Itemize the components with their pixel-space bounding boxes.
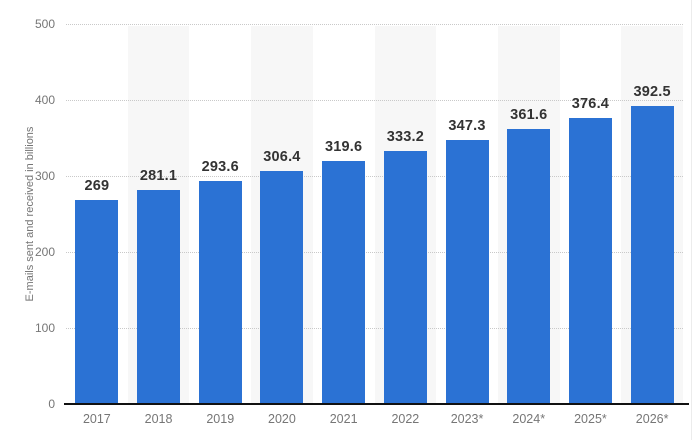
bar-2023*[interactable] xyxy=(445,140,489,404)
x-tick-label: 2026* xyxy=(635,412,669,426)
value-label: 333.2 xyxy=(386,128,424,145)
y-tick-label: 0 xyxy=(48,397,55,411)
bar-2020[interactable] xyxy=(260,171,304,404)
x-tick-label: 2017 xyxy=(82,412,111,426)
gridline-100 xyxy=(66,328,683,329)
y-axis-title: E-mails sent and received in billions xyxy=(24,126,36,302)
y-tick-label: 100 xyxy=(34,321,55,335)
gridline-400 xyxy=(66,100,683,101)
y-tick-label: 500 xyxy=(34,17,55,31)
page-edge xyxy=(691,0,692,440)
gridline-500 xyxy=(66,24,683,25)
bar-2021[interactable] xyxy=(322,161,366,404)
value-label: 319.6 xyxy=(324,139,363,156)
bar-2024*[interactable] xyxy=(507,129,551,404)
y-tick-label: 300 xyxy=(34,169,55,183)
bar-2017[interactable] xyxy=(75,199,119,404)
bar-2019[interactable] xyxy=(198,180,242,404)
value-label: 392.5 xyxy=(633,83,671,100)
gridline-200 xyxy=(66,252,683,253)
x-axis-line xyxy=(64,403,689,405)
x-tick-label: 2019 xyxy=(206,412,235,426)
value-label: 306.4 xyxy=(263,149,301,166)
value-label: 293.6 xyxy=(201,158,239,175)
bar-2025*[interactable] xyxy=(568,117,612,404)
x-tick-label: 2022 xyxy=(391,412,420,426)
x-tick-label: 2023* xyxy=(450,412,484,426)
y-tick-label: 200 xyxy=(34,245,55,259)
bar-2022[interactable] xyxy=(383,150,427,404)
value-label: 361.6 xyxy=(510,107,548,124)
y-tick-label: 400 xyxy=(34,93,55,107)
bar-2018[interactable] xyxy=(137,190,181,404)
bar-2026*[interactable] xyxy=(630,105,674,404)
gridline-300 xyxy=(66,176,683,177)
value-label: 281.1 xyxy=(139,168,178,185)
x-tick-label: 2021 xyxy=(329,412,358,426)
value-label: 269 xyxy=(84,177,110,194)
value-label: 376.4 xyxy=(571,95,610,112)
x-tick-label: 2018 xyxy=(144,412,173,426)
x-tick-label: 2024* xyxy=(512,412,546,426)
x-tick-label: 2025* xyxy=(574,412,607,426)
x-tick-label: 2020 xyxy=(268,412,296,426)
value-label: 347.3 xyxy=(448,118,486,135)
